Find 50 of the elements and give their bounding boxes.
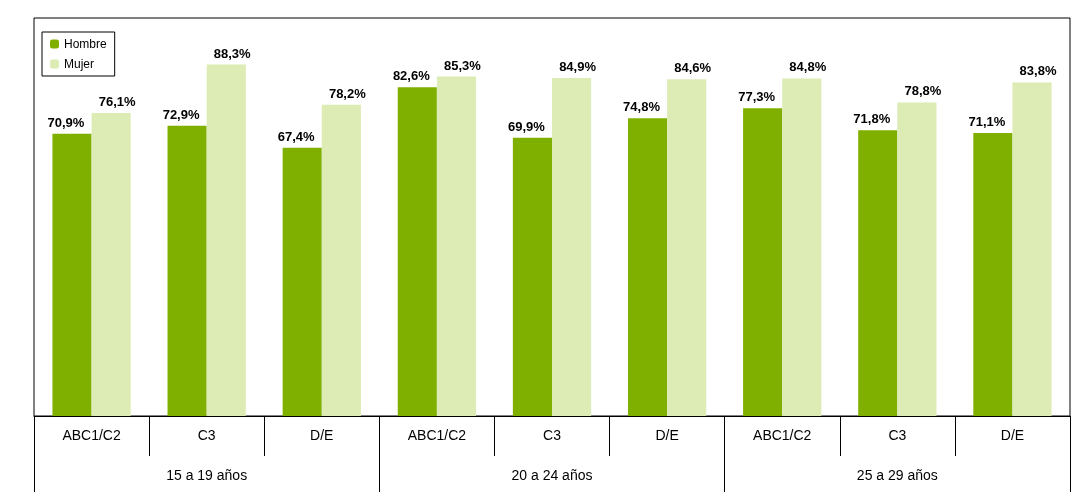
bar xyxy=(52,133,92,416)
data-label: 78,2% xyxy=(328,85,367,101)
x-tick-label: C3 xyxy=(197,427,216,443)
data-label: 82,6% xyxy=(392,68,431,84)
data-label: 69,9% xyxy=(507,118,546,134)
bar xyxy=(667,79,707,416)
bar xyxy=(552,78,592,416)
legend-label: Mujer xyxy=(64,57,95,71)
bar xyxy=(782,78,822,416)
bar xyxy=(1012,82,1052,416)
data-label: 83,8% xyxy=(1019,63,1057,79)
x-tick-label: D/E xyxy=(1000,427,1025,443)
data-label: 72,9% xyxy=(162,106,200,122)
data-label: 70,9% xyxy=(47,114,85,130)
data-label: 85,3% xyxy=(444,57,482,73)
x-tick-label: C3 xyxy=(543,427,562,443)
data-label: 71,8% xyxy=(853,111,891,127)
bar xyxy=(206,64,246,416)
data-label: 78,8% xyxy=(904,83,942,99)
x-tick-label: ABC1/C2 xyxy=(407,427,467,443)
data-label: 76,1% xyxy=(98,94,136,110)
bar xyxy=(321,104,361,416)
x-tick-label: D/E xyxy=(310,427,334,443)
x-tick-label: ABC1/C2 xyxy=(62,427,121,443)
bar xyxy=(858,130,898,416)
bar xyxy=(743,108,783,416)
bar xyxy=(282,147,322,416)
bar xyxy=(512,137,552,416)
data-label: 84,6% xyxy=(674,60,712,76)
bar xyxy=(897,102,937,416)
x-tick-label: ABC1/C2 xyxy=(753,427,812,443)
legend-label: Hombre xyxy=(64,37,108,51)
x-tick-label: D/E xyxy=(655,427,679,443)
bar xyxy=(973,133,1013,416)
x-tick-label: C3 xyxy=(888,427,907,443)
data-label: 74,8% xyxy=(623,99,661,115)
data-label: 71,1% xyxy=(968,114,1006,130)
text: 15 a 19 años xyxy=(166,467,248,483)
data-label: 67,4% xyxy=(277,128,316,144)
bar xyxy=(167,125,207,416)
bar xyxy=(91,113,131,416)
bar xyxy=(436,76,477,416)
bar xyxy=(397,87,437,416)
text: 25 a 29 años xyxy=(856,467,938,483)
data-label: 77,3% xyxy=(738,89,776,105)
bar xyxy=(627,118,668,416)
data-label: 84,8% xyxy=(789,59,827,75)
data-label: 88,3% xyxy=(213,45,252,61)
text: 20 a 24 años xyxy=(511,467,593,483)
data-label: 84,9% xyxy=(559,59,597,75)
